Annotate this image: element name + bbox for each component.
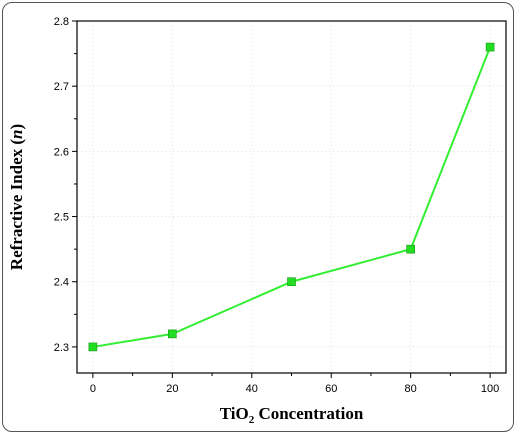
series-line — [92, 46, 492, 348]
x-tick-label: 60 — [325, 383, 337, 395]
y-tick-label: 2.6 — [54, 146, 69, 158]
data-point — [168, 329, 177, 339]
marker-layer — [88, 42, 495, 352]
x-tick-label: 100 — [481, 383, 499, 395]
data-point — [485, 42, 495, 52]
y-tick-label: 2.7 — [54, 81, 69, 93]
y-axis-title: Refractive Index (n) — [7, 124, 26, 270]
x-tick-label: 20 — [166, 383, 178, 395]
x-axis-title-main: TiO — [220, 404, 249, 423]
x-axis-title-rest: Concentration — [254, 404, 364, 423]
data-point — [88, 342, 98, 352]
y-axis-title-italic: n — [7, 129, 26, 138]
y-tick-label: 2.5 — [54, 212, 69, 224]
y-axis-title-end: ) — [7, 124, 26, 130]
y-tick-label: 2.3 — [54, 342, 69, 354]
y-tick-label: 2.8 — [54, 16, 69, 28]
chart-frame — [2, 2, 514, 432]
x-axis-title-subscript: 2 — [249, 414, 255, 426]
y-axis-title-main: Refractive Index ( — [7, 139, 26, 271]
tick-layer: 0 20 40 60 80 100 2.3 2.4 2.5 2.6 2.7 2.8 — [54, 16, 500, 395]
data-point — [406, 244, 415, 254]
data-point — [287, 277, 296, 287]
x-tick-label: 0 — [90, 383, 96, 395]
x-tick-label: 40 — [246, 383, 258, 395]
x-tick-label: 80 — [405, 383, 417, 395]
plot-area — [76, 20, 507, 374]
x-axis-title: TiO2 Concentration — [220, 404, 364, 426]
y-tick-label: 2.4 — [54, 277, 69, 289]
grid-layer — [77, 20, 506, 373]
